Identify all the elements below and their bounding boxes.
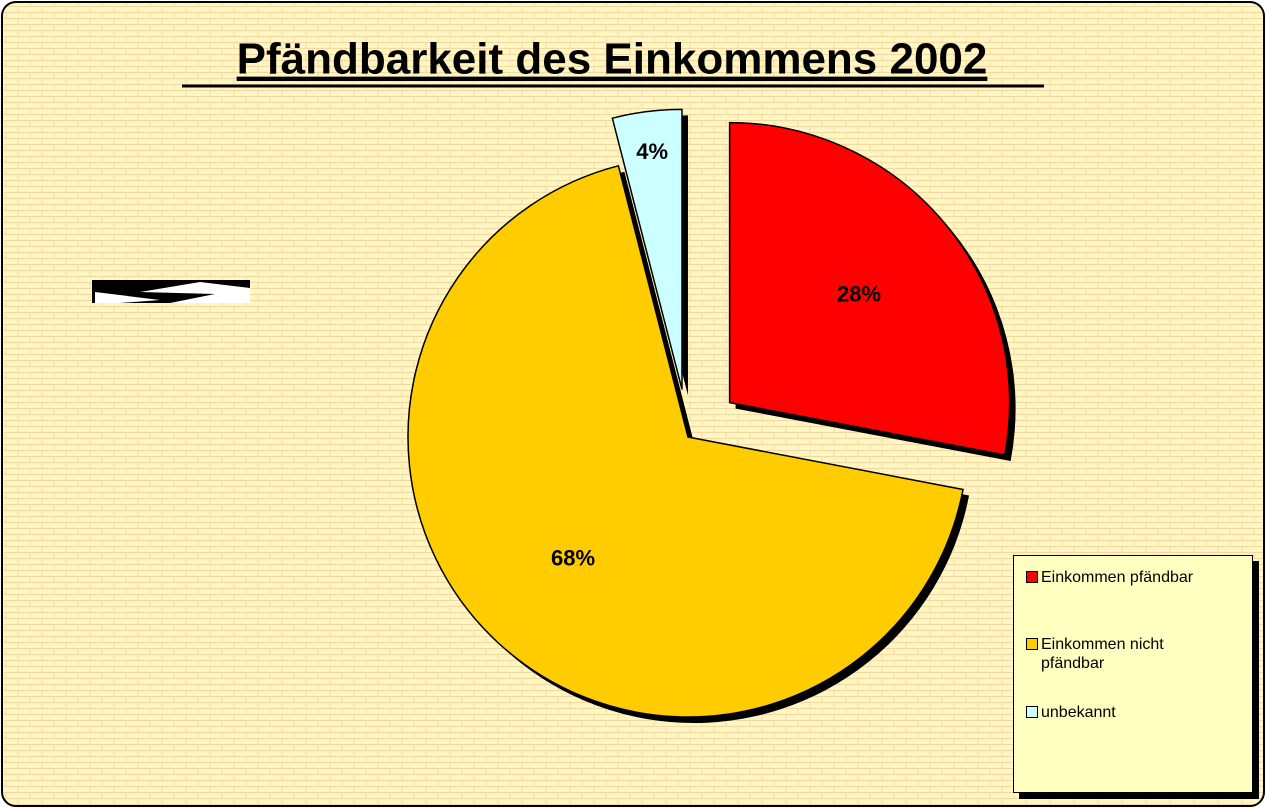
legend-swatch [1026, 571, 1038, 583]
legend-label: unbekannt [1041, 704, 1116, 721]
slice [407, 164, 964, 718]
decoration [92, 280, 250, 303]
data-label: 4% [636, 139, 668, 164]
legend-label: Einkommen pfändbar [1041, 569, 1194, 586]
data-label: 28% [837, 281, 881, 306]
legend-swatch [1026, 706, 1038, 718]
legend-item: Einkommen pfändbar [1026, 568, 1244, 587]
legend-item: unbekannt [1026, 703, 1244, 722]
legend-label: Einkommen nicht pfändbar [1041, 636, 1164, 672]
legend-swatch [1026, 638, 1038, 650]
legend: Einkommen pfändbar Einkommen nicht pfändb… [1013, 555, 1253, 793]
slice [728, 121, 1011, 456]
slice [611, 108, 683, 390]
chart-title: Pfändbarkeit des Einkommens 2002 [237, 35, 988, 84]
data-label: 68% [551, 545, 595, 570]
legend-item: Einkommen nicht pfändbar [1026, 635, 1244, 673]
